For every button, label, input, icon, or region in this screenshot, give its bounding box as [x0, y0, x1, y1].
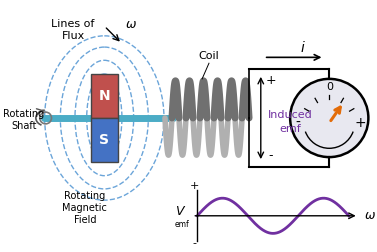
Text: +: + — [355, 116, 366, 130]
Text: Induced
emf: Induced emf — [268, 110, 313, 134]
Text: Rotating
Shaft: Rotating Shaft — [3, 109, 45, 131]
Text: Rotating
Magnetic
Field: Rotating Magnetic Field — [62, 191, 107, 225]
Text: -: - — [296, 116, 300, 130]
Text: +: + — [190, 181, 199, 192]
Text: i: i — [301, 41, 305, 55]
Bar — [90, 118, 118, 162]
Text: V: V — [175, 205, 184, 218]
Text: N: N — [98, 89, 110, 103]
Text: S: S — [99, 133, 109, 147]
Circle shape — [290, 79, 368, 157]
Text: ω: ω — [365, 209, 375, 222]
Text: 0: 0 — [326, 82, 333, 92]
Bar — [90, 74, 118, 118]
Text: +: + — [265, 74, 276, 87]
Text: ω: ω — [126, 18, 136, 30]
Text: Coil: Coil — [199, 51, 219, 61]
Text: -: - — [268, 149, 273, 162]
Text: emf: emf — [175, 220, 189, 229]
Text: -: - — [192, 238, 196, 248]
Text: Lines of
Flux: Lines of Flux — [51, 19, 95, 41]
